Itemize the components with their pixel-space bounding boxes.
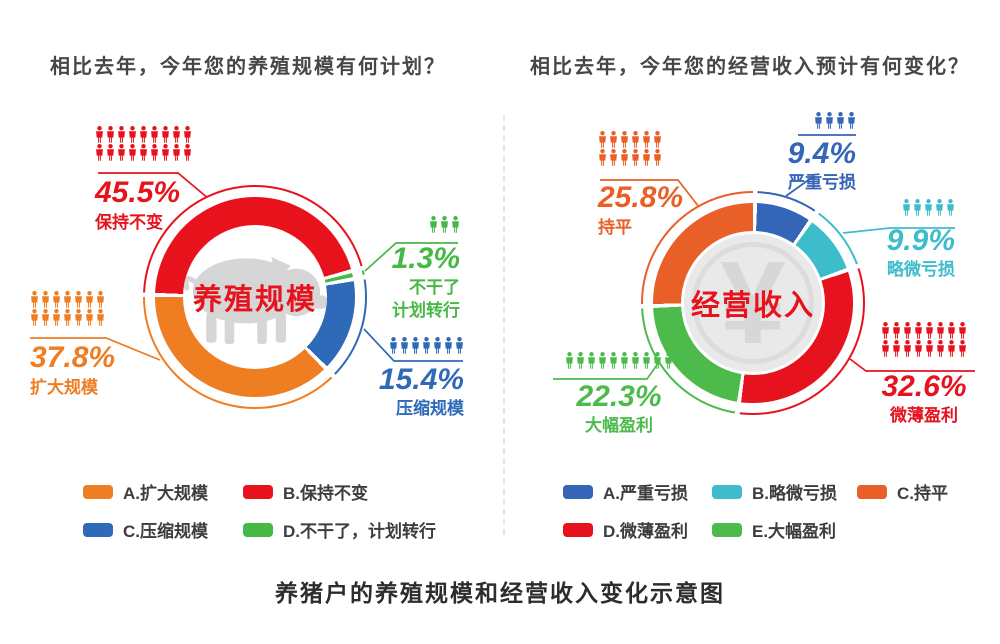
legend-label: D.不干了，计划转行 (283, 522, 436, 541)
label-thin-profit: 32.6% 微薄盈利 (872, 322, 976, 426)
people-icons (902, 199, 955, 216)
label-slight-loss: 9.9% 略微亏损 (887, 199, 955, 280)
legend-swatch (563, 484, 593, 499)
legend-label: D.微薄盈利 (603, 522, 688, 541)
legend-label: A.扩大规模 (123, 484, 208, 503)
legend-swatch (243, 522, 273, 537)
category-name: 扩大规模 (30, 377, 98, 397)
coin-icon: ¥ (684, 234, 822, 372)
yuan-symbol: ¥ (720, 237, 786, 369)
category-name-line2: 计划转行 (392, 300, 460, 320)
percent-value: 32.6% (881, 370, 967, 403)
label-keep-same: 45.5% 保持不变 (95, 126, 192, 233)
label-quit-switch: 1.3% 不干了 计划转行 (370, 216, 460, 321)
label-expand-scale: 37.8% 扩大规模 (30, 291, 115, 398)
legend-label: C.压缩规模 (123, 522, 208, 541)
percent-value: 15.4% (378, 363, 464, 396)
people-icons (565, 352, 673, 369)
category-name: 微薄盈利 (890, 405, 958, 425)
people-icons (30, 291, 105, 326)
percent-value: 9.9% (886, 224, 955, 257)
legend-swatch (712, 522, 742, 537)
people-icons (95, 126, 192, 161)
donut-center: ¥ 经营收入 (681, 231, 825, 375)
donut-center-label: 经营收入 (690, 290, 815, 322)
legend-label: B.保持不变 (283, 484, 368, 503)
legend-label: A.严重亏损 (603, 484, 688, 503)
category-name: 严重亏损 (788, 172, 856, 192)
label-flat-income: 25.8% 持平 (598, 131, 683, 238)
percent-value: 9.4% (787, 137, 856, 170)
percent-value: 22.3% (576, 380, 662, 413)
label-severe-loss: 9.4% 严重亏损 (788, 112, 856, 193)
legend-item: D.微薄盈利 (563, 517, 712, 542)
legend-swatch (563, 522, 593, 537)
category-name: 不干了 (409, 277, 460, 297)
donut-center-label: 养殖规模 (192, 284, 317, 316)
dashed-divider (503, 115, 505, 535)
legend-label: E.大幅盈利 (752, 522, 837, 541)
right-chart-question: 相比去年，今年您的经营收入预计有何变化？ (530, 56, 970, 78)
left-chart-question: 相比去年，今年您的养殖规模有何计划？ (50, 56, 446, 78)
left-chart-legend: A.扩大规模 B.保持不变 C.压缩规模 D.不干了，计划转行 (83, 479, 436, 542)
legend-item: D.不干了，计划转行 (243, 517, 436, 542)
legend-item: A.扩大规模 (83, 479, 243, 504)
category-name: 压缩规模 (396, 398, 464, 418)
legend-label: B.略微亏损 (752, 484, 837, 503)
category-name: 保持不变 (95, 212, 163, 232)
legend-item: B.略微亏损 (712, 479, 857, 504)
donut-center: 养殖规模 (183, 225, 327, 369)
category-name: 略微亏损 (887, 259, 955, 279)
people-icons (814, 112, 856, 129)
category-name: 持平 (598, 217, 632, 237)
pig-icon (183, 257, 327, 345)
farming-scale-donut: 养殖规模 (143, 185, 367, 409)
people-icons (389, 337, 464, 354)
legend-swatch (83, 484, 113, 499)
people-icons (598, 131, 662, 166)
legend-label: C.持平 (897, 484, 948, 503)
legend-swatch (857, 484, 887, 499)
percent-value: 1.3% (391, 242, 460, 275)
people-icons (429, 216, 460, 233)
income-donut: ¥ 经营收入 (641, 191, 865, 415)
legend-item: A.严重亏损 (563, 479, 712, 504)
legend-swatch (243, 484, 273, 499)
percent-value: 37.8% (30, 341, 116, 374)
category-name: 大幅盈利 (585, 415, 653, 435)
legend-item: C.压缩规模 (83, 517, 243, 542)
legend-swatch (712, 484, 742, 499)
label-shrink-scale: 15.4% 压缩规模 (376, 337, 464, 419)
figure-caption: 养猪户的养殖规模和经营收入变化示意图 (275, 580, 725, 606)
legend-item: B.保持不变 (243, 479, 436, 504)
right-chart-legend: A.严重亏损 B.略微亏损 C.持平 D.微薄盈利 E.大幅盈利 (563, 479, 948, 542)
legend-swatch (83, 522, 113, 537)
legend-item: C.持平 (857, 479, 948, 504)
percent-value: 25.8% (598, 181, 684, 214)
legend-item: E.大幅盈利 (712, 517, 857, 542)
label-big-profit: 22.3% 大幅盈利 (553, 352, 685, 436)
percent-value: 45.5% (95, 176, 181, 209)
people-icons (881, 322, 967, 357)
